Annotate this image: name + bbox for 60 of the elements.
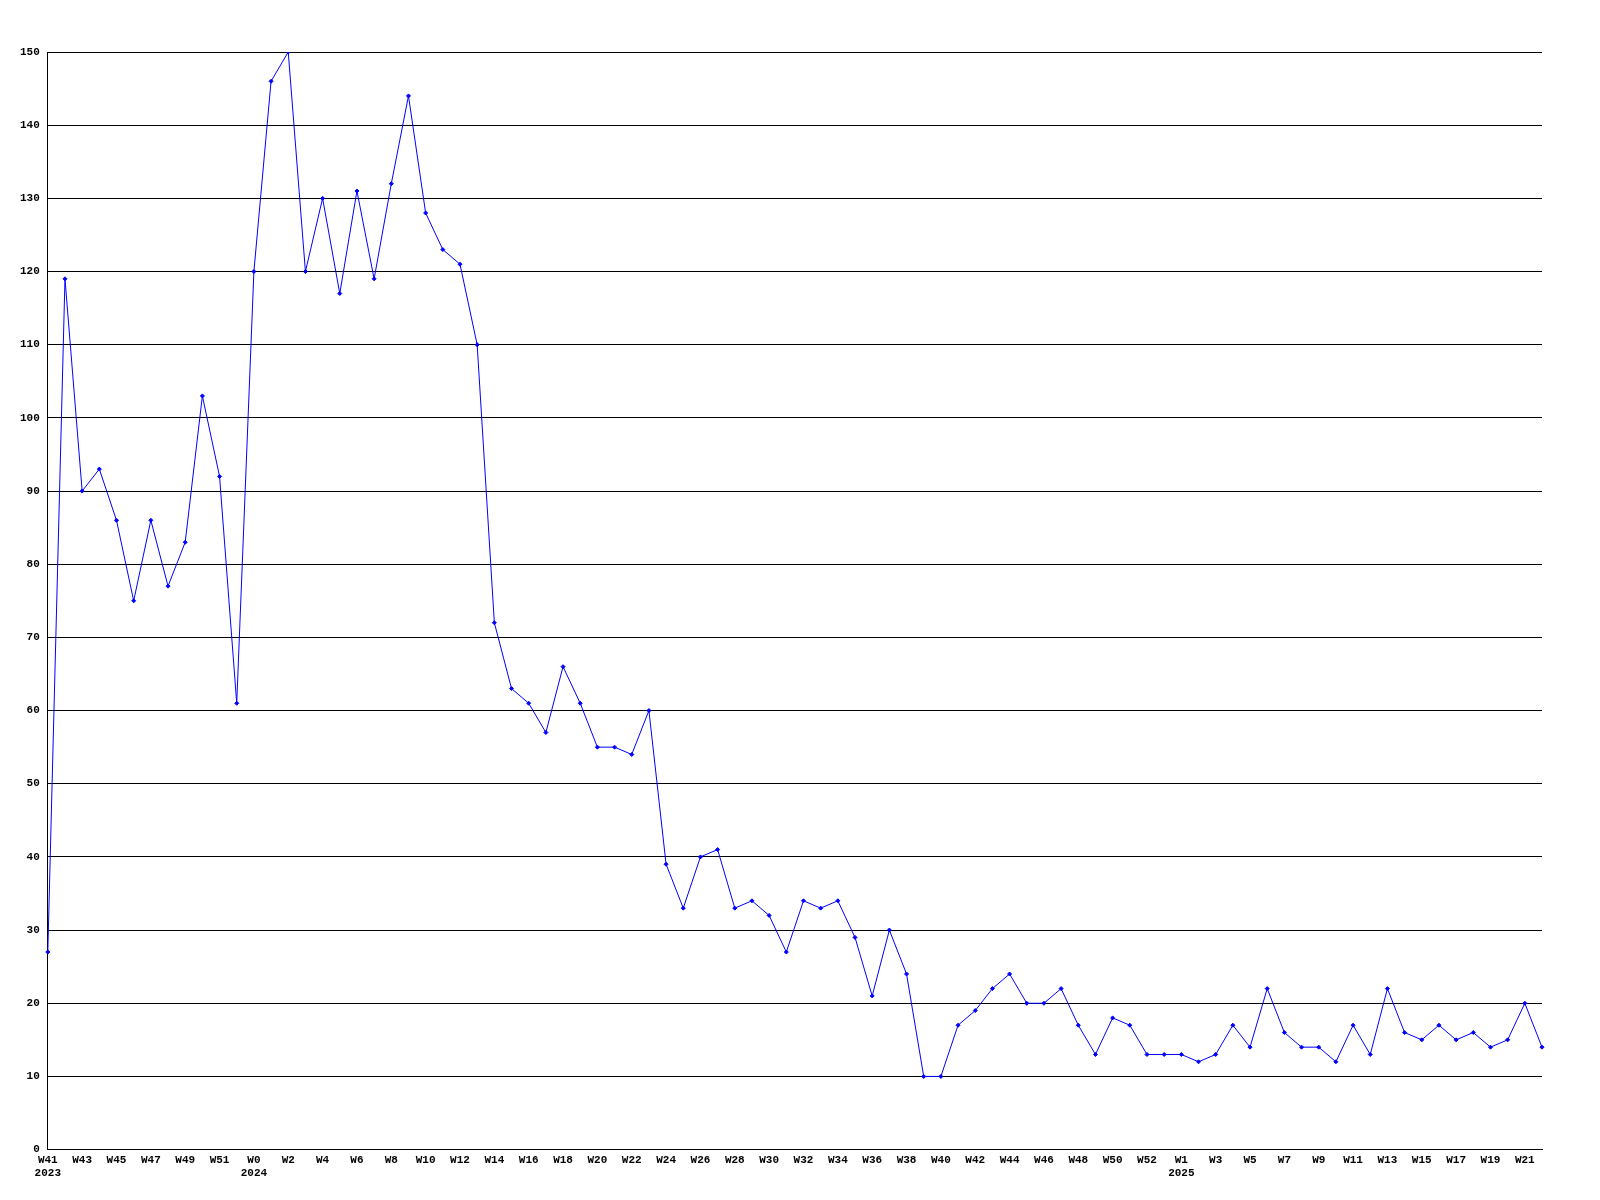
x-tick-label: W8	[384, 1153, 399, 1166]
x-tick-label: W3	[1209, 1153, 1223, 1166]
y-tick-label: 140	[19, 118, 40, 131]
y-tick-label: 90	[26, 484, 40, 497]
x-tick-label: W24	[656, 1153, 677, 1166]
x-tick-label: W51	[209, 1153, 230, 1166]
x-tick-label: W45	[106, 1153, 127, 1166]
x-tick-label: W1 2025	[1168, 1153, 1195, 1180]
x-tick-label: W32	[793, 1153, 814, 1166]
x-tick-label: W15	[1411, 1153, 1433, 1166]
x-tick-label: W12	[450, 1153, 470, 1166]
x-tick-label: W44	[999, 1153, 1020, 1166]
y-tick-label: 80	[26, 557, 40, 570]
x-tick-label: W9	[1312, 1153, 1326, 1166]
x-tick-label: W40	[930, 1153, 951, 1166]
x-tick-label: W5	[1243, 1153, 1258, 1166]
x-tick-label: W49	[175, 1153, 196, 1166]
x-tick-label: W30	[759, 1153, 780, 1166]
x-tick-label: W21	[1514, 1153, 1536, 1166]
x-tick-label: W4	[316, 1153, 330, 1166]
x-tick-label: W52	[1137, 1153, 1157, 1166]
y-tick-label: 40	[26, 850, 40, 863]
y-tick-label: 60	[26, 704, 40, 717]
y-tick-label: 130	[19, 192, 40, 205]
y-tick-label: 50	[26, 777, 40, 790]
y-tick-label: 20	[26, 997, 40, 1010]
x-tick-label: W6	[350, 1153, 364, 1166]
y-tick-label: 120	[19, 265, 40, 278]
x-tick-label: W26	[690, 1153, 711, 1166]
y-tick-label: 30	[26, 923, 40, 936]
x-tick-label: W7	[1277, 1153, 1291, 1166]
x-tick-label: W20	[587, 1153, 608, 1166]
x-tick-label: W36	[862, 1153, 883, 1166]
x-tick-label: W43	[72, 1153, 93, 1166]
x-tick-label: W16	[518, 1153, 539, 1166]
x-tick-label: W34	[827, 1153, 849, 1166]
x-tick-label: W38	[896, 1153, 917, 1166]
y-tick-label: 100	[19, 411, 40, 424]
x-tick-label: W17	[1446, 1153, 1467, 1166]
x-tick-label: W42	[965, 1153, 986, 1166]
x-tick-label: W48	[1068, 1153, 1089, 1166]
x-tick-label: W28	[724, 1153, 746, 1166]
x-tick-label: W10	[415, 1153, 436, 1166]
x-tick-label: W13	[1377, 1153, 1398, 1166]
x-tick-label: W22	[621, 1153, 642, 1166]
x-tick-label: W47	[140, 1153, 161, 1166]
x-tick-label: W14	[484, 1153, 505, 1166]
x-tick-label: W11	[1343, 1153, 1364, 1166]
x-tick-label: W46	[1034, 1153, 1054, 1166]
x-tick-label: W0 2024	[240, 1153, 268, 1180]
x-tick-label: W2	[281, 1153, 295, 1166]
y-tick-label: 150	[19, 45, 40, 58]
x-tick-label: W19	[1480, 1153, 1501, 1166]
x-tick-label: W18	[553, 1153, 574, 1166]
x-tick-label: W41 2023	[34, 1153, 62, 1180]
y-tick-label: 110	[19, 338, 40, 351]
y-tick-label: 10	[26, 1070, 40, 1083]
x-tick-label: W50	[1102, 1153, 1123, 1166]
y-tick-label: 70	[26, 631, 40, 644]
y-tick-label: 0	[33, 1143, 40, 1156]
